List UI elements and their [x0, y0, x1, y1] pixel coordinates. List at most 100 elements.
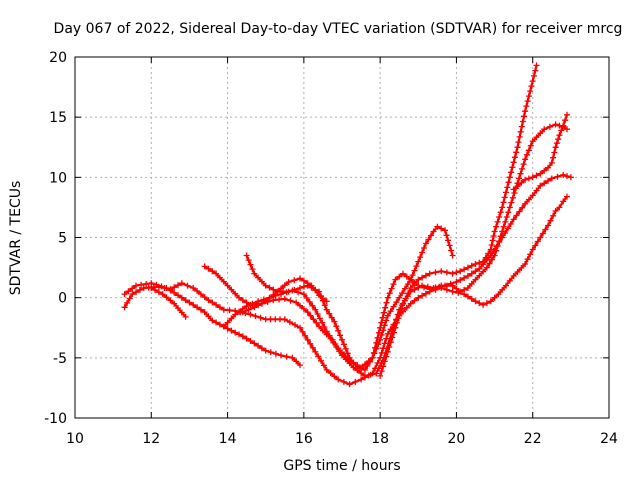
data-point: [304, 309, 311, 316]
data-point: [175, 305, 181, 312]
data-point: [247, 261, 254, 268]
data-point: [562, 117, 569, 124]
data-point: [534, 238, 541, 245]
data-point: [428, 232, 434, 239]
data-point: [299, 328, 306, 335]
data-series: [121, 62, 574, 388]
data-point: [266, 284, 273, 291]
data-point: [442, 227, 448, 234]
data-point: [487, 298, 494, 305]
data-point: [387, 339, 394, 346]
data-point: [545, 222, 551, 229]
data-point: [364, 362, 371, 369]
data-point: [485, 250, 492, 257]
data-point: [461, 275, 468, 281]
data-point: [384, 312, 391, 319]
series-line: [245, 123, 568, 371]
data-point: [346, 360, 353, 367]
x-tick-label: 10: [66, 431, 84, 447]
data-point: [152, 287, 159, 293]
y-tick-label: -10: [44, 411, 67, 427]
data-point: [379, 314, 386, 321]
data-point: [255, 342, 262, 349]
data-point: [255, 302, 262, 309]
data-point: [243, 299, 250, 306]
data-point: [309, 344, 316, 351]
data-point: [520, 161, 527, 168]
data-point: [243, 335, 250, 342]
data-point: [316, 292, 323, 299]
data-point: [321, 324, 328, 330]
data-point: [251, 340, 258, 347]
data-point: [337, 332, 344, 339]
data-point: [323, 306, 330, 313]
data-point: [342, 356, 349, 363]
data-point: [546, 123, 553, 130]
data-point: [319, 295, 326, 302]
data-point: [232, 311, 239, 318]
data-point: [315, 353, 322, 360]
data-point: [468, 262, 475, 269]
data-point: [335, 376, 342, 383]
data-point: [388, 285, 395, 292]
data-point: [297, 362, 303, 369]
data-point: [449, 270, 456, 277]
data-point: [297, 285, 303, 291]
data-point: [252, 313, 259, 320]
y-tick-label: 15: [49, 110, 67, 126]
data-point: [126, 295, 133, 302]
data-point: [358, 376, 365, 383]
data-point: [133, 282, 139, 289]
data-point: [392, 324, 399, 331]
series-line: [150, 287, 187, 318]
data-point: [407, 285, 414, 291]
data-point: [129, 291, 136, 298]
data-point: [323, 366, 330, 373]
data-point: [497, 233, 504, 240]
data-point: [564, 111, 570, 118]
data-point: [312, 306, 319, 313]
data-point: [270, 297, 277, 304]
data-point: [476, 300, 483, 307]
data-point: [361, 366, 368, 373]
data-point: [506, 277, 513, 284]
data-point: [247, 301, 254, 308]
data-point: [495, 291, 502, 298]
series-track-1: [121, 193, 570, 388]
series-track-8: [148, 285, 189, 320]
data-point: [286, 319, 293, 326]
data-point: [333, 323, 340, 330]
data-point: [519, 204, 526, 211]
data-point: [304, 280, 311, 287]
data-point: [328, 314, 335, 321]
data-point: [501, 194, 508, 201]
data-point: [124, 299, 131, 306]
data-point: [403, 304, 410, 311]
data-point: [513, 149, 520, 156]
data-point: [281, 295, 288, 302]
data-point: [413, 263, 420, 270]
data-point: [468, 295, 475, 302]
data-point: [171, 300, 178, 307]
data-point: [472, 268, 479, 275]
data-point: [415, 258, 422, 265]
data-point: [434, 223, 441, 230]
data-point: [518, 123, 525, 130]
axis-ticks: 10 12 14 16 18 20 22 24 -10 -5 0 5 10 15 20: [44, 50, 618, 447]
data-point: [500, 223, 507, 230]
data-point: [518, 265, 525, 271]
data-point: [326, 310, 333, 317]
data-point: [378, 319, 385, 326]
data-point: [205, 297, 212, 304]
data-point: [354, 364, 361, 371]
data-point: [153, 281, 160, 288]
data-point: [419, 292, 426, 299]
data-point: [226, 307, 233, 314]
data-point: [499, 228, 506, 235]
data-point: [369, 354, 376, 361]
data-point: [312, 287, 319, 294]
data-point: [232, 329, 239, 336]
data-point: [335, 327, 342, 334]
data-point: [499, 204, 506, 211]
data-point: [422, 240, 429, 247]
